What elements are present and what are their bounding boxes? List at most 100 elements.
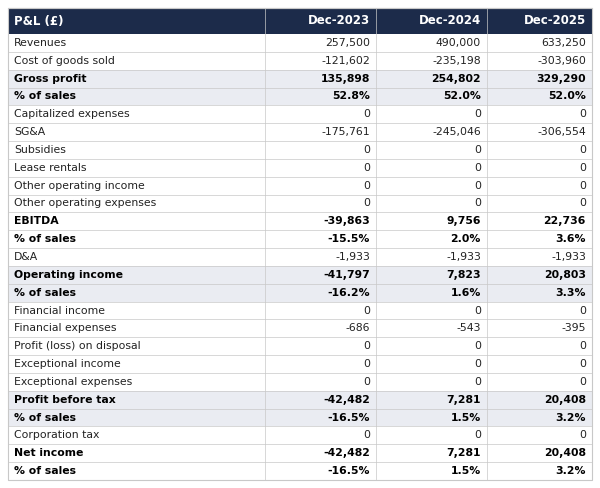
Bar bbox=[8, 8, 592, 34]
Text: 0: 0 bbox=[579, 181, 586, 191]
Text: -16.5%: -16.5% bbox=[328, 412, 370, 423]
Text: 52.8%: 52.8% bbox=[332, 91, 370, 102]
Text: Cost of goods sold: Cost of goods sold bbox=[14, 56, 115, 66]
Text: 0: 0 bbox=[474, 109, 481, 119]
Text: 0: 0 bbox=[363, 163, 370, 173]
Text: 0: 0 bbox=[363, 199, 370, 208]
Text: -16.5%: -16.5% bbox=[328, 466, 370, 476]
Text: 1.6%: 1.6% bbox=[451, 288, 481, 298]
Text: Lease rentals: Lease rentals bbox=[14, 163, 86, 173]
Text: 257,500: 257,500 bbox=[325, 38, 370, 48]
Bar bbox=[8, 408, 592, 427]
Text: % of sales: % of sales bbox=[14, 288, 76, 298]
Text: 3.6%: 3.6% bbox=[556, 234, 586, 244]
Text: % of sales: % of sales bbox=[14, 466, 76, 476]
Bar bbox=[8, 230, 592, 248]
Bar bbox=[8, 52, 592, 70]
Text: 0: 0 bbox=[474, 430, 481, 440]
Bar bbox=[8, 391, 592, 408]
Text: 0: 0 bbox=[579, 199, 586, 208]
Text: -245,046: -245,046 bbox=[432, 127, 481, 137]
Text: 1.5%: 1.5% bbox=[451, 466, 481, 476]
Text: 254,802: 254,802 bbox=[431, 74, 481, 83]
Text: 0: 0 bbox=[579, 430, 586, 440]
Bar bbox=[8, 444, 592, 462]
Text: SG&A: SG&A bbox=[14, 127, 45, 137]
Text: -306,554: -306,554 bbox=[537, 127, 586, 137]
Text: 0: 0 bbox=[363, 305, 370, 316]
Text: -303,960: -303,960 bbox=[537, 56, 586, 66]
Text: 7,281: 7,281 bbox=[446, 395, 481, 405]
Text: 633,250: 633,250 bbox=[541, 38, 586, 48]
Bar bbox=[8, 462, 592, 480]
Text: -235,198: -235,198 bbox=[432, 56, 481, 66]
Text: -15.5%: -15.5% bbox=[328, 234, 370, 244]
Text: 0: 0 bbox=[474, 163, 481, 173]
Text: 0: 0 bbox=[579, 305, 586, 316]
Text: 0: 0 bbox=[579, 341, 586, 351]
Bar bbox=[8, 337, 592, 355]
Text: -41,797: -41,797 bbox=[323, 270, 370, 280]
Text: Other operating expenses: Other operating expenses bbox=[14, 199, 156, 208]
Text: 1.5%: 1.5% bbox=[451, 412, 481, 423]
Text: D&A: D&A bbox=[14, 252, 38, 262]
Bar bbox=[8, 141, 592, 159]
Text: -543: -543 bbox=[457, 324, 481, 333]
Text: Financial expenses: Financial expenses bbox=[14, 324, 116, 333]
Text: 490,000: 490,000 bbox=[436, 38, 481, 48]
Text: 0: 0 bbox=[363, 359, 370, 369]
Text: -42,482: -42,482 bbox=[323, 448, 370, 458]
Text: Exceptional expenses: Exceptional expenses bbox=[14, 377, 132, 387]
Text: 20,408: 20,408 bbox=[544, 448, 586, 458]
Bar bbox=[8, 373, 592, 391]
Text: 52.0%: 52.0% bbox=[443, 91, 481, 102]
Bar bbox=[8, 284, 592, 302]
Text: 0: 0 bbox=[579, 377, 586, 387]
Text: -121,602: -121,602 bbox=[321, 56, 370, 66]
Text: 3.2%: 3.2% bbox=[556, 466, 586, 476]
Text: 0: 0 bbox=[579, 163, 586, 173]
Text: Dec-2023: Dec-2023 bbox=[308, 15, 370, 27]
Text: 3.2%: 3.2% bbox=[556, 412, 586, 423]
Bar bbox=[8, 70, 592, 87]
Bar bbox=[8, 266, 592, 284]
Text: Subsidies: Subsidies bbox=[14, 145, 66, 155]
Text: % of sales: % of sales bbox=[14, 91, 76, 102]
Bar bbox=[8, 427, 592, 444]
Text: 7,281: 7,281 bbox=[446, 448, 481, 458]
Text: 20,803: 20,803 bbox=[544, 270, 586, 280]
Bar bbox=[8, 355, 592, 373]
Text: Exceptional income: Exceptional income bbox=[14, 359, 121, 369]
Bar bbox=[8, 105, 592, 123]
Text: 9,756: 9,756 bbox=[446, 216, 481, 226]
Text: 0: 0 bbox=[579, 145, 586, 155]
Bar bbox=[8, 248, 592, 266]
Text: P&L (£): P&L (£) bbox=[14, 15, 64, 27]
Text: Dec-2024: Dec-2024 bbox=[419, 15, 481, 27]
Bar bbox=[8, 123, 592, 141]
Text: 0: 0 bbox=[474, 377, 481, 387]
Text: -39,863: -39,863 bbox=[323, 216, 370, 226]
Text: 0: 0 bbox=[363, 145, 370, 155]
Text: Other operating income: Other operating income bbox=[14, 181, 145, 191]
Text: Corporation tax: Corporation tax bbox=[14, 430, 100, 440]
Text: -1,933: -1,933 bbox=[446, 252, 481, 262]
Bar bbox=[8, 212, 592, 230]
Bar bbox=[8, 195, 592, 212]
Text: 7,823: 7,823 bbox=[446, 270, 481, 280]
Text: 22,736: 22,736 bbox=[544, 216, 586, 226]
Text: -42,482: -42,482 bbox=[323, 395, 370, 405]
Bar bbox=[8, 302, 592, 320]
Text: 0: 0 bbox=[474, 341, 481, 351]
Text: 0: 0 bbox=[474, 181, 481, 191]
Text: 0: 0 bbox=[474, 145, 481, 155]
Bar bbox=[8, 34, 592, 52]
Text: Net income: Net income bbox=[14, 448, 83, 458]
Text: 0: 0 bbox=[363, 109, 370, 119]
Text: Profit (loss) on disposal: Profit (loss) on disposal bbox=[14, 341, 140, 351]
Text: 0: 0 bbox=[474, 359, 481, 369]
Text: -1,933: -1,933 bbox=[551, 252, 586, 262]
Bar bbox=[8, 87, 592, 105]
Text: 3.3%: 3.3% bbox=[556, 288, 586, 298]
Text: 329,290: 329,290 bbox=[536, 74, 586, 83]
